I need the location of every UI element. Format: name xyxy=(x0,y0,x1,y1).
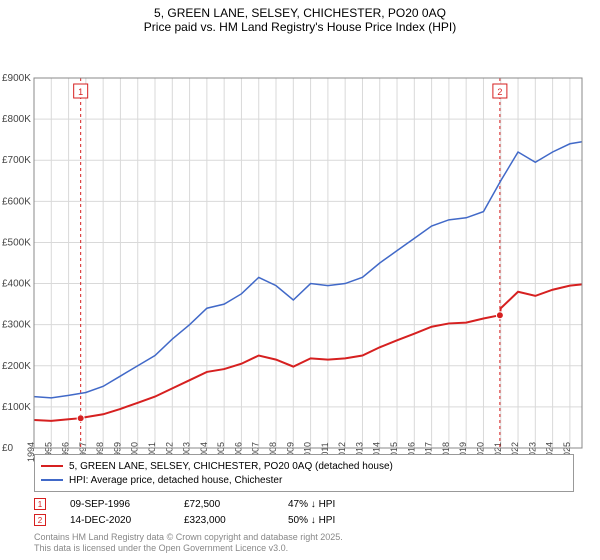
legend-swatch xyxy=(41,465,63,467)
chart-footer: Contains HM Land Registry data © Crown c… xyxy=(34,532,343,554)
svg-text:£700K: £700K xyxy=(2,155,31,166)
svg-text:£200K: £200K xyxy=(2,361,31,372)
chart-titles: 5, GREEN LANE, SELSEY, CHICHESTER, PO20 … xyxy=(0,0,600,34)
chart-legend: 5, GREEN LANE, SELSEY, CHICHESTER, PO20 … xyxy=(34,454,574,492)
price-chart: £0 £100K £200K £300K £400K £500K £600K £700K £80… xyxy=(0,34,600,484)
data-points-table: 1 09-SEP-1996 £72,500 47% ↓ HPI 2 14-DEC… xyxy=(34,496,574,528)
legend-swatch xyxy=(41,479,63,481)
point-price: £72,500 xyxy=(184,499,264,510)
chart-title-2: Price paid vs. HM Land Registry's House … xyxy=(0,20,600,34)
point-marker-icon: 1 xyxy=(34,498,46,510)
data-point-row: 1 09-SEP-1996 £72,500 47% ↓ HPI xyxy=(34,496,574,512)
point-price: £323,000 xyxy=(184,515,264,526)
svg-text:£500K: £500K xyxy=(2,237,31,248)
footer-line: Contains HM Land Registry data © Crown c… xyxy=(34,532,343,543)
legend-row: HPI: Average price, detached house, Chic… xyxy=(41,473,567,487)
svg-text:£800K: £800K xyxy=(2,114,31,125)
data-point-row: 2 14-DEC-2020 £323,000 50% ↓ HPI xyxy=(34,512,574,528)
legend-label: 5, GREEN LANE, SELSEY, CHICHESTER, PO20 … xyxy=(69,461,393,472)
svg-text:£600K: £600K xyxy=(2,196,31,207)
svg-text:2: 2 xyxy=(497,87,502,97)
chart-container: 5, GREEN LANE, SELSEY, CHICHESTER, PO20 … xyxy=(0,0,600,560)
svg-text:£400K: £400K xyxy=(2,279,31,290)
point-date: 09-SEP-1996 xyxy=(70,499,160,510)
point-delta: 50% ↓ HPI xyxy=(288,515,335,526)
svg-text:£100K: £100K xyxy=(2,402,31,413)
svg-text:£900K: £900K xyxy=(2,73,31,84)
legend-label: HPI: Average price, detached house, Chic… xyxy=(69,475,282,486)
point-delta: 47% ↓ HPI xyxy=(288,499,335,510)
point-date: 14-DEC-2020 xyxy=(70,515,160,526)
legend-row: 5, GREEN LANE, SELSEY, CHICHESTER, PO20 … xyxy=(41,459,567,473)
point-marker-icon: 2 xyxy=(34,514,46,526)
footer-line: This data is licensed under the Open Gov… xyxy=(34,543,343,554)
svg-text:£300K: £300K xyxy=(2,320,31,331)
svg-text:£0: £0 xyxy=(2,443,14,454)
chart-title-1: 5, GREEN LANE, SELSEY, CHICHESTER, PO20 … xyxy=(0,6,600,20)
svg-text:1: 1 xyxy=(78,87,83,97)
